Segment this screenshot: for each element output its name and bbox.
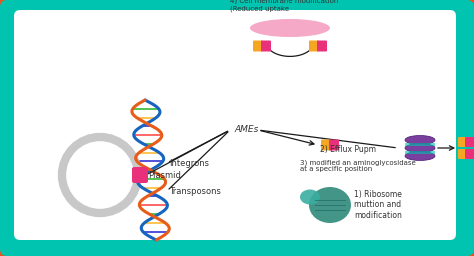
FancyBboxPatch shape bbox=[405, 143, 435, 145]
FancyBboxPatch shape bbox=[317, 40, 327, 51]
FancyBboxPatch shape bbox=[253, 40, 263, 51]
Text: 4) Cell membrane modification
(Reduced uptake: 4) Cell membrane modification (Reduced u… bbox=[230, 0, 338, 12]
FancyBboxPatch shape bbox=[14, 10, 456, 240]
Text: 3) modified an aminoglycosidase
at a specific position: 3) modified an aminoglycosidase at a spe… bbox=[300, 159, 416, 173]
Text: AMEs: AMEs bbox=[234, 125, 258, 134]
Text: Integrons: Integrons bbox=[169, 158, 209, 167]
FancyBboxPatch shape bbox=[405, 151, 435, 154]
FancyBboxPatch shape bbox=[458, 137, 467, 147]
Text: Plasmid: Plasmid bbox=[148, 170, 181, 179]
FancyBboxPatch shape bbox=[465, 137, 474, 147]
Ellipse shape bbox=[405, 152, 435, 161]
FancyBboxPatch shape bbox=[309, 40, 319, 51]
Ellipse shape bbox=[250, 19, 330, 37]
FancyBboxPatch shape bbox=[132, 167, 148, 183]
FancyBboxPatch shape bbox=[321, 140, 331, 151]
Ellipse shape bbox=[405, 135, 435, 144]
Ellipse shape bbox=[300, 189, 320, 205]
Text: Transposons: Transposons bbox=[169, 187, 221, 196]
Text: 1) Ribosome
muttion and
modification: 1) Ribosome muttion and modification bbox=[354, 190, 402, 220]
Ellipse shape bbox=[309, 187, 351, 223]
FancyBboxPatch shape bbox=[465, 149, 474, 159]
Text: 2) Efflux Pupm: 2) Efflux Pupm bbox=[320, 144, 376, 154]
FancyBboxPatch shape bbox=[261, 40, 271, 51]
FancyBboxPatch shape bbox=[458, 149, 467, 159]
Ellipse shape bbox=[405, 144, 435, 153]
FancyBboxPatch shape bbox=[329, 140, 339, 151]
